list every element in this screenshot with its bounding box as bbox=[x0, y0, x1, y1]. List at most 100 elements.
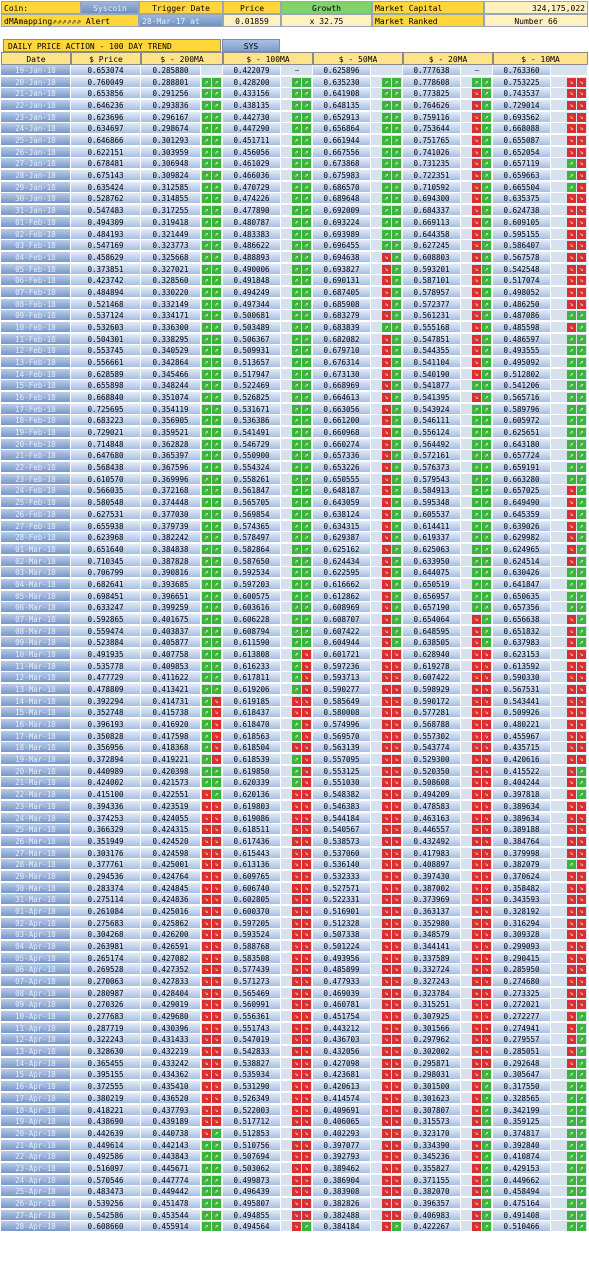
arrow-up-icon: ⇗ bbox=[382, 229, 391, 239]
arrow-down-icon: ⇘ bbox=[212, 1000, 221, 1010]
ma20-value: 0.508608 bbox=[403, 777, 461, 789]
ma10-trend: ⇗ ⇗ bbox=[551, 602, 588, 614]
ma200-value: 0.338295 bbox=[141, 333, 201, 345]
arrow-down-icon: ⇘ bbox=[472, 1058, 481, 1068]
ma20-value: 0.656957 bbox=[403, 590, 461, 602]
table-row: 17-Feb-18 0.725695 0.354119 ⇗ ⇗ 0.531671 ⇗ ⇗ 0.6… bbox=[0, 403, 589, 415]
arrow-up-icon: ⇗ bbox=[577, 381, 586, 391]
col-50ma-header[interactable]: $ - 50MA bbox=[313, 52, 403, 65]
ma100-trend: ⇗ ⇗ bbox=[281, 450, 313, 462]
ma20-trend: ⇘ ⇘ bbox=[461, 894, 493, 906]
ma50-value: 0.696455 bbox=[313, 240, 371, 252]
ma20-value: 0.644075 bbox=[403, 567, 461, 579]
ma50-value: 0.406065 bbox=[313, 1116, 371, 1128]
table-row: 27-Mar-18 0.303176 0.424598 ⇘ ⇘ 0.615443 ⇘ ⇘ 0.5… bbox=[0, 847, 589, 859]
arrow-down-icon: ⇘ bbox=[302, 720, 311, 730]
arrow-down-icon: ⇘ bbox=[382, 755, 391, 765]
ma50-trend: ⇘ ⇘ bbox=[371, 800, 403, 812]
date-cell: 11-Apr-18 bbox=[1, 1022, 71, 1034]
ma100-value: 0.474226 bbox=[223, 193, 281, 205]
date-cell: 19-Feb-18 bbox=[1, 427, 71, 439]
arrow-down-icon: ⇘ bbox=[212, 871, 221, 881]
date-cell: 20-Jan-18 bbox=[1, 76, 71, 88]
arrow-up-icon: ⇗ bbox=[292, 533, 301, 543]
arrow-down-icon: ⇘ bbox=[302, 1070, 311, 1080]
ma20-trend: ⇗ ⇗ bbox=[461, 578, 493, 590]
arrow-down-icon: ⇘ bbox=[382, 498, 391, 508]
arrow-down-icon: ⇘ bbox=[302, 1128, 311, 1138]
price-cell: 0.623696 bbox=[71, 111, 141, 123]
arrow-up-icon: ⇗ bbox=[482, 136, 491, 146]
ma10-value: 0.652054 bbox=[493, 146, 551, 158]
ma20-trend: ⇘ ⇗ bbox=[461, 170, 493, 182]
arrow-down-icon: ⇘ bbox=[577, 124, 586, 134]
ma100-value: 0.608794 bbox=[223, 625, 281, 637]
ma50-trend: ⇘ ⇘ bbox=[371, 1057, 403, 1069]
ma20-trend: ⇘ ⇗ bbox=[461, 111, 493, 123]
ma20-value: 0.529300 bbox=[403, 754, 461, 766]
ma20-trend: – bbox=[461, 65, 493, 76]
col-10ma-header[interactable]: $ - 10MA bbox=[493, 52, 588, 65]
arrow-down-icon: ⇘ bbox=[382, 509, 391, 519]
ma20-value: 0.577281 bbox=[403, 707, 461, 719]
ma10-value: 0.657724 bbox=[493, 450, 551, 462]
arrow-down-icon: ⇘ bbox=[577, 1000, 586, 1010]
arrow-down-icon: ⇘ bbox=[302, 906, 311, 916]
price-cell: 0.568438 bbox=[71, 462, 141, 474]
arrow-down-icon: ⇘ bbox=[212, 696, 221, 706]
market-ranked-label: Market Ranked bbox=[372, 14, 484, 27]
ma50-value: 0.527571 bbox=[313, 882, 371, 894]
col-price-header[interactable]: $ Price bbox=[71, 52, 141, 65]
ma20-value: 0.773825 bbox=[403, 88, 461, 100]
ma100-value: 0.531290 bbox=[223, 1081, 281, 1093]
ma100-trend: ⇘ ⇘ bbox=[281, 707, 313, 719]
date-cell: 21-Jan-18 bbox=[1, 88, 71, 100]
table-row: 07-Mar-18 0.592865 0.401675 ⇗ ⇗ 0.606228 ⇗ ⇗ 0.6… bbox=[0, 613, 589, 625]
date-cell: 14-Mar-18 bbox=[1, 695, 71, 707]
ma20-value: 0.764626 bbox=[403, 100, 461, 112]
ma50-value: 0.532333 bbox=[313, 870, 371, 882]
arrow-down-icon: ⇘ bbox=[577, 720, 586, 730]
arrow-up-icon: ⇗ bbox=[577, 428, 586, 438]
ma200-trend: ⇗ ⇗ bbox=[201, 532, 223, 544]
arrow-up-icon: ⇗ bbox=[292, 766, 301, 776]
table-row: 02-Mar-18 0.710345 0.387828 ⇗ ⇗ 0.587650 ⇗ ⇗ 0.6… bbox=[0, 555, 589, 567]
arrow-up-icon: ⇗ bbox=[382, 322, 391, 332]
table-row: 14-Feb-18 0.628589 0.345466 ⇗ ⇗ 0.517947 ⇗ ⇗ 0.6… bbox=[0, 368, 589, 380]
ma100-value: 0.577439 bbox=[223, 964, 281, 976]
ma10-trend: ⇗ ⇗ bbox=[551, 310, 588, 322]
ma20-trend: ⇗ ⇗ bbox=[461, 462, 493, 474]
ma50-value: 0.608707 bbox=[313, 613, 371, 625]
symbol-tab[interactable]: SYS bbox=[222, 39, 280, 52]
arrow-down-icon: ⇘ bbox=[482, 860, 491, 870]
ma50-value: 0.690131 bbox=[313, 275, 371, 287]
arrow-down-icon: ⇘ bbox=[472, 790, 481, 800]
arrow-down-icon: ⇘ bbox=[567, 778, 576, 788]
date-cell: 02-Mar-18 bbox=[1, 555, 71, 567]
col-20ma-header[interactable]: $ - 20MA bbox=[403, 52, 493, 65]
arrow-up-icon: ⇗ bbox=[482, 1128, 491, 1138]
price-cell: 0.547169 bbox=[71, 240, 141, 252]
ma50-value: 0.638124 bbox=[313, 508, 371, 520]
price-cell: 0.651640 bbox=[71, 543, 141, 555]
ma20-value: 0.556124 bbox=[403, 427, 461, 439]
ma10-trend bbox=[551, 65, 588, 76]
arrow-down-icon: ⇘ bbox=[482, 801, 491, 811]
date-cell: 27-Feb-18 bbox=[1, 520, 71, 532]
arrow-down-icon: ⇘ bbox=[472, 848, 481, 858]
ma200-value: 0.409853 bbox=[141, 660, 201, 672]
col-100ma-header[interactable]: $ - 100MA bbox=[223, 52, 313, 65]
arrow-down-icon: ⇘ bbox=[212, 1035, 221, 1045]
ma200-trend: ⇗ ⇗ bbox=[201, 672, 223, 684]
ma20-trend: ⇘ ⇘ bbox=[461, 929, 493, 941]
ma10-trend: ⇘ ⇘ bbox=[551, 695, 588, 707]
arrow-down-icon: ⇘ bbox=[382, 1187, 391, 1197]
arrow-down-icon: ⇘ bbox=[302, 1035, 311, 1045]
arrow-up-icon: ⇗ bbox=[482, 428, 491, 438]
arrow-up-icon: ⇗ bbox=[292, 463, 301, 473]
arrow-up-icon: ⇗ bbox=[202, 1175, 211, 1185]
arrow-up-icon: ⇗ bbox=[212, 603, 221, 613]
col-date-header[interactable]: Date bbox=[1, 52, 71, 65]
arrow-down-icon: ⇘ bbox=[382, 1128, 391, 1138]
col-200ma-header[interactable]: $ - 200MA bbox=[141, 52, 223, 65]
